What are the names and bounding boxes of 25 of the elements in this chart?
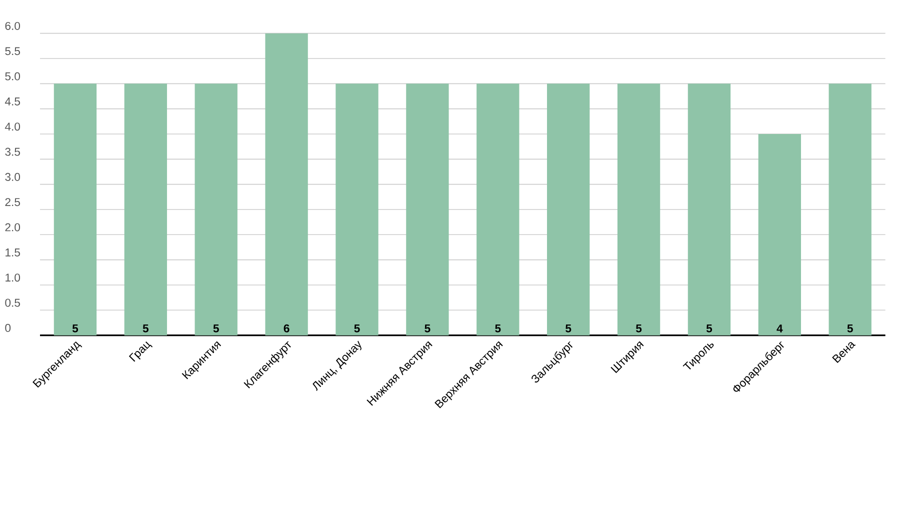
data-label: 5 bbox=[424, 324, 430, 332]
y-tick-label: 0.5 bbox=[5, 298, 20, 307]
y-tick-label: 4.5 bbox=[4, 98, 20, 106]
data-label: 5 bbox=[495, 324, 501, 332]
y-tick-label: 2.5 bbox=[5, 198, 20, 206]
data-label: 5 bbox=[213, 324, 219, 332]
data-label: 5 bbox=[636, 324, 642, 332]
y-tick-label: 1.0 bbox=[6, 274, 20, 282]
data-label: 5 bbox=[72, 324, 78, 332]
data-label: 5 bbox=[706, 324, 712, 332]
y-tick-label: 5.5 bbox=[5, 47, 20, 56]
data-label: 5 bbox=[847, 324, 853, 332]
y-tick-label: 3.5 bbox=[5, 148, 20, 156]
data-label: 5 bbox=[354, 324, 360, 332]
y-tick-label: 6.0 bbox=[5, 22, 20, 30]
data-label: 5 bbox=[142, 324, 149, 332]
y-tick-label: 1.5 bbox=[6, 248, 20, 256]
y-tick-label: 3.0 bbox=[5, 172, 20, 181]
y-tick-label: 5.0 bbox=[5, 72, 20, 80]
y-tick-label: 0 bbox=[5, 324, 11, 332]
y-tick-label: 2.0 bbox=[5, 223, 20, 232]
y-tick-label: 4.0 bbox=[4, 122, 20, 131]
data-label: 5 bbox=[566, 324, 572, 332]
data-label: 4 bbox=[776, 324, 783, 332]
data-label: 6 bbox=[284, 324, 290, 332]
